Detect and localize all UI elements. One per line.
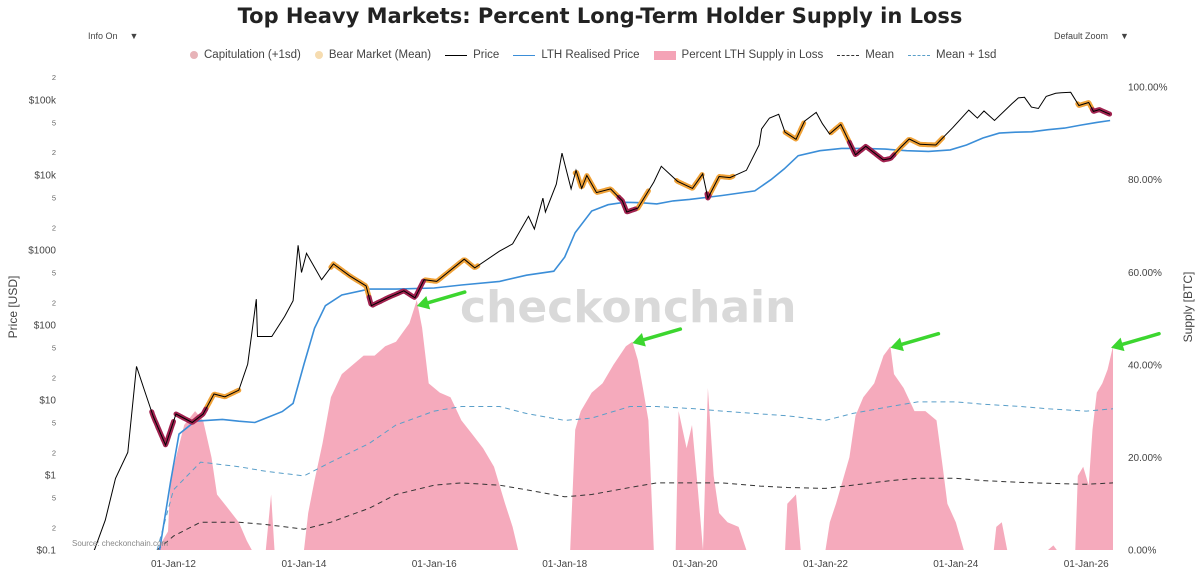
legend-item[interactable]: Mean + 1sd xyxy=(908,49,996,61)
green-arrow-icon xyxy=(632,327,683,347)
bear-market-highlight xyxy=(572,170,622,200)
legend-swatch xyxy=(190,51,198,59)
x-tick-label: 01-Jan-26 xyxy=(1064,559,1109,570)
bear-market-highlight xyxy=(706,173,736,199)
supply-in-loss-area xyxy=(78,300,1113,550)
bear-market-highlight xyxy=(674,172,705,191)
arrow-head xyxy=(416,295,431,310)
legend-label: Capitulation (+1sd) xyxy=(204,49,301,61)
legend-label: Percent LTH Supply in Loss xyxy=(681,49,824,61)
y-left-tick-label: $10k xyxy=(34,170,57,181)
legend-item[interactable]: Mean xyxy=(837,49,894,61)
y-left-minor-tick-label: 5 xyxy=(52,268,56,277)
y-left-minor-tick-label: 2 xyxy=(52,373,56,382)
legend-swatch xyxy=(908,54,931,56)
legend-item[interactable]: Price xyxy=(445,49,499,61)
legend-label: Mean xyxy=(865,49,895,61)
legend-label: LTH Realised Price xyxy=(541,49,640,61)
x-tick-label: 01-Jan-12 xyxy=(151,559,196,570)
info-toggle-label: Info On xyxy=(88,31,118,41)
arrow-head xyxy=(632,333,646,347)
watermark: checkonchain xyxy=(460,282,796,333)
y-right-axis-title: Supply [BTC] xyxy=(1181,272,1195,343)
mean-plus-1sd-line xyxy=(156,401,1113,550)
legend-label: Price xyxy=(473,49,500,61)
legend-label: Bear Market (Mean) xyxy=(328,49,432,61)
y-right-tick-label: 80.00% xyxy=(1128,175,1162,186)
x-tick-label: 01-Jan-24 xyxy=(933,559,978,570)
y-right-tick-label: 100.00% xyxy=(1128,83,1168,94)
arrow-shaft xyxy=(900,331,941,347)
y-right-tick-label: 60.00% xyxy=(1128,268,1162,279)
capitulation-highlight xyxy=(149,409,176,448)
y-left-tick-label: $0.1 xyxy=(37,546,57,557)
green-arrow-icon xyxy=(1111,331,1161,352)
y-left-minor-tick-label: 5 xyxy=(52,118,56,127)
source-label: Source: checkonchain.com xyxy=(72,539,168,548)
bear-market-highlight xyxy=(782,120,807,142)
legend-swatch xyxy=(513,54,536,56)
y-right-tick-label: 0.00% xyxy=(1128,546,1156,557)
x-tick-label: 01-Jan-20 xyxy=(672,559,717,570)
y-left-minor-tick-label: 2 xyxy=(52,223,56,232)
legend-item[interactable]: Percent LTH Supply in Loss xyxy=(653,49,824,61)
y-right-tick-label: 40.00% xyxy=(1128,360,1162,371)
chart-legend: Capitulation (+1sd) Bear Market (Mean) Pri… xyxy=(190,49,1010,61)
lth-realised-price-line xyxy=(158,119,1111,550)
axes-layer: $0.1 $1 $10 $100 $1000 $10k $100k 2 5 2 5 2 5 2 5 2 5 2 5 2… xyxy=(6,73,1195,570)
lines-layer xyxy=(93,91,1113,550)
info-toggle[interactable]: Info On ▼ xyxy=(88,31,138,41)
y-left-minor-tick-label: 2 xyxy=(52,448,56,457)
y-left-tick-label: $100 xyxy=(34,320,57,331)
y-left-tick-label: $100k xyxy=(29,95,57,106)
y-right-tick-label: 20.00% xyxy=(1128,453,1162,464)
arrow-shaft xyxy=(426,290,467,305)
zoom-control[interactable]: Default Zoom ▼ xyxy=(1054,31,1129,41)
annotations-layer xyxy=(416,290,1161,352)
supply-in-loss-layer xyxy=(78,300,1113,550)
y-left-minor-tick-label: 2 xyxy=(52,148,56,157)
x-tick-label: 01-Jan-16 xyxy=(412,559,457,570)
y-left-tick-label: $1000 xyxy=(28,245,56,256)
arrow-head xyxy=(1111,337,1125,352)
price-line xyxy=(93,91,1111,550)
legend-swatch xyxy=(314,51,323,59)
green-arrow-icon xyxy=(890,331,941,352)
zoom-control-label: Default Zoom xyxy=(1054,31,1109,41)
y-left-tick-label: $1 xyxy=(45,470,57,481)
arrow-shaft xyxy=(642,327,683,342)
y-left-minor-tick-label: 5 xyxy=(52,494,56,503)
legend-label: Mean + 1sd xyxy=(936,49,997,61)
arrow-head xyxy=(890,337,904,352)
y-left-minor-tick-label: 2 xyxy=(52,298,56,307)
y-left-minor-tick-label: 2 xyxy=(52,73,56,82)
x-tick-label: 01-Jan-22 xyxy=(803,559,848,570)
y-left-tick-label: $10 xyxy=(39,395,56,406)
legend-swatch xyxy=(445,54,468,56)
legend-swatch xyxy=(837,54,860,56)
bear-market-highlight xyxy=(828,121,852,145)
arrow-shaft xyxy=(1120,331,1161,347)
x-tick-label: 01-Jan-14 xyxy=(281,559,326,570)
chevron-down-icon: ▼ xyxy=(129,31,139,41)
page-title: Top Heavy Markets: Percent Long-Term Hol… xyxy=(237,4,963,28)
y-left-minor-tick-label: 5 xyxy=(52,419,56,428)
x-tick-label: 01-Jan-18 xyxy=(542,559,587,570)
chevron-down-icon: ▼ xyxy=(1120,31,1129,41)
legend-item[interactable]: LTH Realised Price xyxy=(513,49,640,61)
y-left-axis-title: Price [USD] xyxy=(6,276,20,339)
legend-item[interactable]: Capitulation (+1sd) xyxy=(190,49,301,61)
legend-swatch xyxy=(653,50,676,60)
capitulation-highlight xyxy=(366,278,426,308)
mean-line xyxy=(156,477,1113,550)
y-left-minor-tick-label: 2 xyxy=(52,523,56,532)
green-arrow-icon xyxy=(416,290,467,310)
legend-item[interactable]: Bear Market (Mean) xyxy=(314,49,432,61)
y-left-minor-tick-label: 5 xyxy=(52,343,56,352)
bear-market-highlight xyxy=(328,261,372,300)
y-left-minor-tick-label: 5 xyxy=(52,193,56,202)
